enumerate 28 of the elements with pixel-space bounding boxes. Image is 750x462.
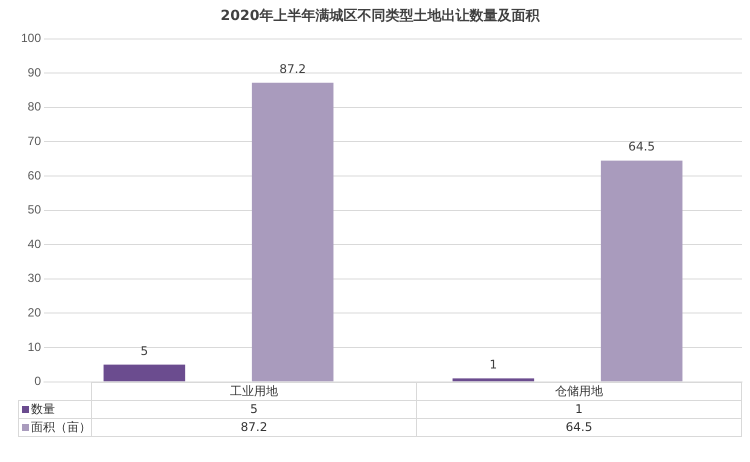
y-tick-label: 70 bbox=[28, 134, 42, 148]
y-tick-label: 40 bbox=[28, 236, 42, 251]
data-label: 5 bbox=[92, 400, 416, 418]
y-tick-label: 30 bbox=[28, 271, 42, 286]
text: 87.2 bbox=[279, 62, 306, 76]
bar bbox=[452, 378, 534, 382]
text: 64.5 bbox=[628, 140, 656, 154]
data-label: 87.2 bbox=[92, 418, 416, 436]
y-tick-label: 60 bbox=[28, 168, 42, 182]
legend-label: 数量 bbox=[18, 400, 92, 418]
bar bbox=[600, 160, 682, 382]
y-tick-label: 0 bbox=[34, 374, 42, 388]
y-tick-label: 100 bbox=[20, 31, 42, 46]
bar bbox=[252, 82, 334, 382]
x-tick-label: 工业用地 bbox=[92, 382, 416, 400]
y-tick-label: 90 bbox=[28, 65, 42, 80]
legend-label: 面积（亩） bbox=[18, 418, 92, 436]
data-label: 64.5 bbox=[416, 418, 742, 436]
data-label: 1 bbox=[416, 400, 742, 418]
text: 5 bbox=[140, 344, 148, 358]
x-tick-label: 仓储用地 bbox=[416, 382, 742, 400]
y-tick-label: 10 bbox=[28, 340, 42, 354]
y-tick-label: 20 bbox=[28, 306, 42, 320]
y-tick-label: 50 bbox=[28, 202, 42, 217]
chart-title: 2020年上半年满城区不同类型土地出让数量及面积 bbox=[220, 8, 540, 24]
bar bbox=[104, 364, 186, 382]
y-tick-label: 80 bbox=[28, 100, 42, 114]
text: 1 bbox=[490, 357, 498, 372]
